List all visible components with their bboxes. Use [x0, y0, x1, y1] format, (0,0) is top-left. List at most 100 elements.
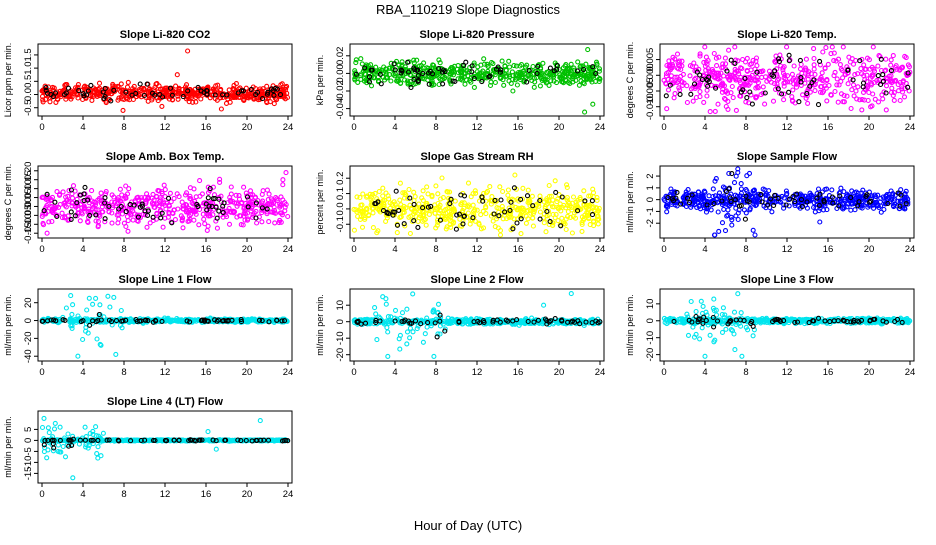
point [547, 184, 551, 188]
point [726, 208, 730, 212]
point [394, 308, 398, 312]
point [698, 90, 702, 94]
point [401, 311, 405, 315]
point [373, 306, 377, 310]
point [685, 101, 689, 105]
point [405, 342, 409, 346]
data-points [353, 48, 602, 115]
x-tick-label: 24 [283, 367, 294, 378]
x-tick-label: 12 [160, 122, 171, 133]
point-black [515, 221, 519, 225]
point [705, 94, 709, 98]
point [736, 218, 740, 222]
point [596, 222, 600, 226]
x-tick-label: 16 [823, 244, 834, 255]
point-black [206, 196, 210, 200]
point [375, 338, 379, 342]
y-axis-label: ml/min per min. [3, 294, 13, 356]
x-tick-label: 16 [823, 122, 834, 133]
y-tick-label: -40 [23, 349, 34, 363]
y-axis-label: degrees C per min. [625, 42, 635, 119]
y-tick-label: 0.1 [335, 187, 346, 200]
point [273, 221, 277, 225]
y-axis-label: kPa per min. [315, 55, 325, 106]
point [106, 294, 110, 298]
point [665, 210, 669, 214]
point [755, 64, 759, 68]
point [491, 219, 495, 223]
point [555, 200, 559, 204]
x-tick-label: 24 [905, 367, 916, 378]
point [806, 101, 810, 105]
point [413, 195, 417, 199]
point [200, 192, 204, 196]
point [411, 292, 415, 296]
point [715, 64, 719, 68]
x-tick-label: 20 [864, 367, 875, 378]
x-tick-label: 24 [595, 122, 606, 133]
point-black [499, 198, 503, 202]
point [704, 55, 708, 59]
point [785, 45, 789, 49]
x-tick-label: 4 [80, 122, 85, 133]
point [826, 62, 830, 66]
x-tick-label: 0 [661, 367, 666, 378]
point [124, 184, 128, 188]
data-points [40, 294, 289, 359]
data-points [40, 171, 290, 236]
point [703, 45, 707, 49]
point [260, 220, 264, 224]
point [507, 59, 511, 63]
point [381, 186, 385, 190]
panel-title: Slope Li-820 Temp. [737, 29, 836, 41]
outlier-point [583, 110, 587, 114]
outlier-point [751, 228, 755, 232]
point [733, 181, 737, 185]
point [249, 189, 253, 193]
point [521, 186, 525, 190]
x-tick-label: 0 [39, 244, 44, 255]
outlier-point [281, 178, 285, 182]
point-black [416, 225, 420, 229]
point [708, 110, 712, 114]
x-tick-label: 12 [782, 122, 793, 133]
point [424, 223, 428, 227]
point-black [454, 227, 458, 231]
point [531, 224, 535, 228]
point [506, 188, 510, 192]
point-black [69, 210, 73, 214]
y-tick-label: 20 [23, 297, 34, 308]
y-tick-label: -10 [335, 331, 346, 345]
point [833, 90, 837, 94]
y-tick-label: 0 [645, 197, 656, 202]
x-tick-label: 4 [80, 244, 85, 255]
point [553, 179, 557, 183]
x-tick-label: 16 [201, 244, 212, 255]
y-tick-label: 0.0 [23, 88, 34, 101]
point [800, 71, 804, 75]
point [168, 191, 172, 195]
x-tick-label: 24 [905, 122, 916, 133]
point [821, 50, 825, 54]
x-tick-label: 0 [661, 244, 666, 255]
point [582, 189, 586, 193]
point [90, 189, 94, 193]
x-tick-label: 20 [554, 122, 565, 133]
x-tick-label: 16 [201, 122, 212, 133]
x-tick-label: 12 [472, 122, 483, 133]
point [731, 96, 735, 100]
panel-title: Slope Amb. Box Temp. [106, 151, 225, 163]
point [891, 54, 895, 58]
point [502, 83, 506, 87]
point [71, 196, 75, 200]
point-black [729, 58, 733, 62]
point [846, 82, 850, 86]
point [425, 185, 429, 189]
point [71, 303, 75, 307]
point [395, 231, 399, 235]
y-tick-label: -0.1 [335, 216, 346, 232]
point [249, 209, 253, 213]
